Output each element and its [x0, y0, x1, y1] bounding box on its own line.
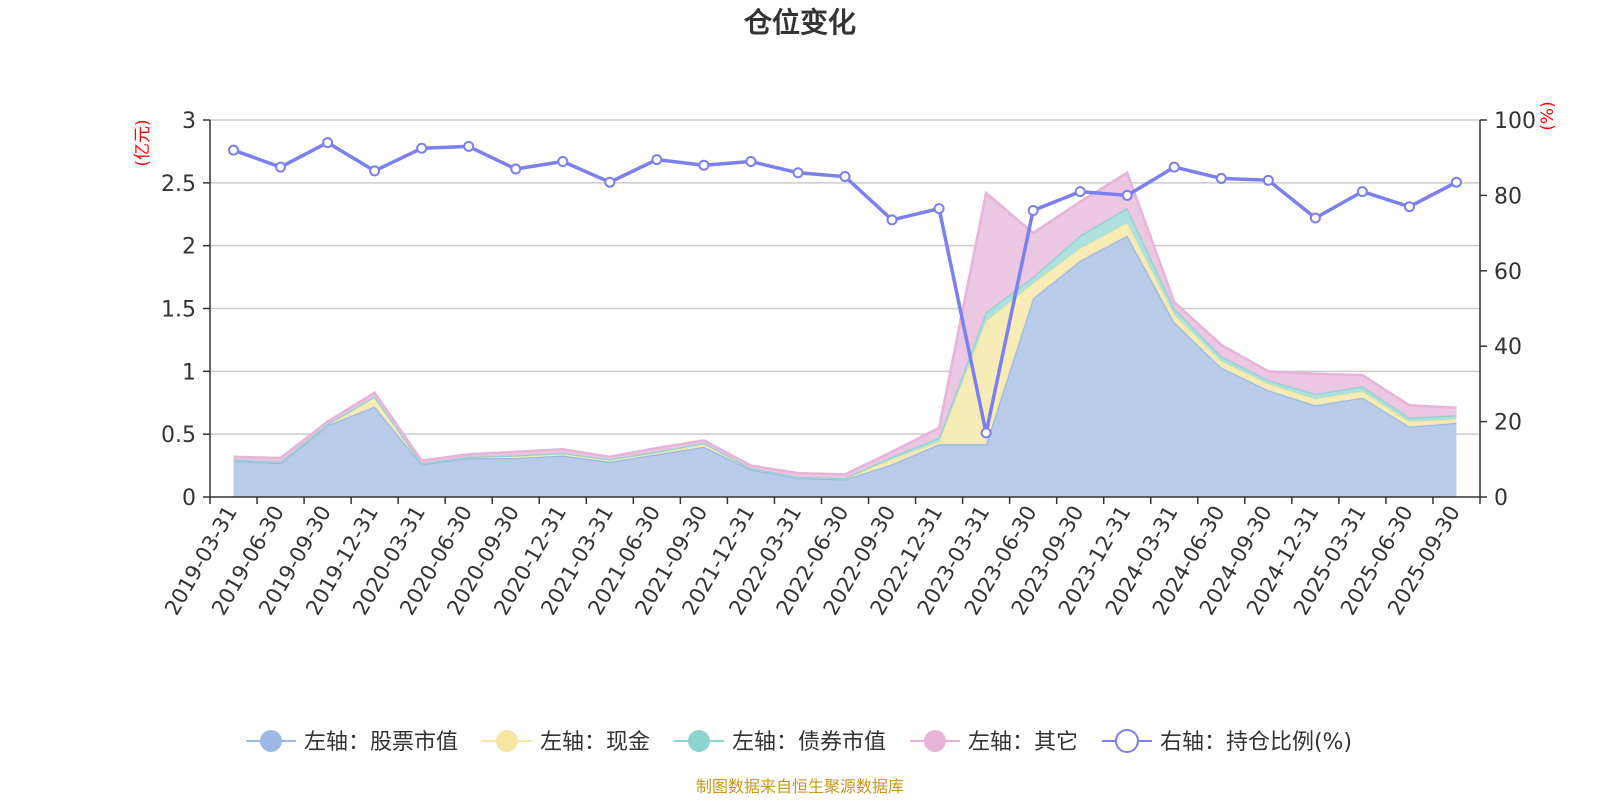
ratio-point: [651, 154, 663, 166]
area-edge-3: [233, 170, 1457, 476]
right-axis-tick-label: 20: [1494, 411, 1522, 436]
legend-label: 左轴：债券市值: [732, 730, 886, 755]
legend-swatch-dot: [687, 730, 710, 752]
ratio-line: [228, 137, 1462, 439]
area-band-0: [233, 235, 1457, 497]
left-axis-tick-label: 0: [182, 486, 196, 511]
ratio-point: [1309, 212, 1321, 224]
ratio-point: [1027, 204, 1039, 216]
ratio-point: [1121, 189, 1133, 201]
right-axis-tick-label: 100: [1494, 109, 1536, 134]
area-band-3: [233, 172, 1457, 479]
data-source-note: 制图数据来自恒生聚源数据库: [696, 777, 904, 796]
ratio-point: [698, 159, 710, 171]
right-axis-unit: (%): [1538, 101, 1558, 130]
legend-label: 左轴：现金: [540, 730, 650, 755]
legend-swatch-dot: [495, 730, 518, 752]
ratio-point: [369, 165, 381, 177]
ratio-point: [228, 144, 240, 156]
ratio-point: [1450, 176, 1462, 188]
legend-swatch-dot: [923, 730, 946, 752]
ratio-point: [416, 142, 428, 154]
chart-title: 仓位变化: [744, 6, 856, 39]
left-axis-tick-label: 3: [182, 109, 196, 134]
ratio-point: [792, 167, 804, 179]
legend-label: 左轴：其它: [968, 730, 1078, 755]
ratio-point: [933, 203, 945, 215]
ratio-point: [1403, 201, 1415, 213]
ratio-point: [463, 140, 475, 152]
left-axis-unit: (亿元): [133, 119, 153, 166]
ratio-point: [839, 171, 851, 183]
legend-swatch-hollow-dot: [1114, 729, 1139, 753]
ratio-point: [1262, 174, 1274, 186]
legend: 左轴：股票市值 左轴：现金 左轴：债券市值 左轴：其它 右轴：持仓比例(%): [245, 729, 1352, 755]
ratio-point: [745, 155, 757, 167]
ratio-point: [980, 427, 992, 439]
right-axis-tick-label: 0: [1494, 486, 1508, 511]
left-axis-tick-label: 2: [182, 235, 196, 260]
right-axis-tick-label: 80: [1494, 184, 1522, 209]
ratio-point: [1215, 172, 1227, 184]
left-axis-tick-label: 2.5: [161, 172, 196, 197]
ratio-point: [1168, 161, 1180, 173]
ratio-point: [510, 163, 522, 175]
left-axis-tick-label: 1: [182, 360, 196, 385]
right-axis-tick-label: 40: [1494, 335, 1522, 360]
right-axis-tick-label: 60: [1494, 260, 1522, 285]
ratio-point: [604, 176, 616, 188]
left-axis-tick-label: 0.5: [161, 423, 196, 448]
ratio-point: [1356, 186, 1368, 198]
ratio-point: [886, 214, 898, 226]
ratio-point: [275, 161, 287, 173]
ratio-point: [557, 155, 569, 167]
stacked-areas: [233, 170, 1457, 497]
axes: 00.511.522.530204060801002019-03-312019-…: [160, 109, 1536, 619]
legend-swatch-dot: [259, 730, 282, 752]
legend-label: 右轴：持仓比例(%): [1160, 730, 1352, 755]
ratio-point: [1074, 186, 1086, 198]
ratio-point: [322, 137, 334, 149]
legend-label: 左轴：股票市值: [304, 730, 458, 755]
left-axis-tick-label: 1.5: [161, 298, 196, 323]
